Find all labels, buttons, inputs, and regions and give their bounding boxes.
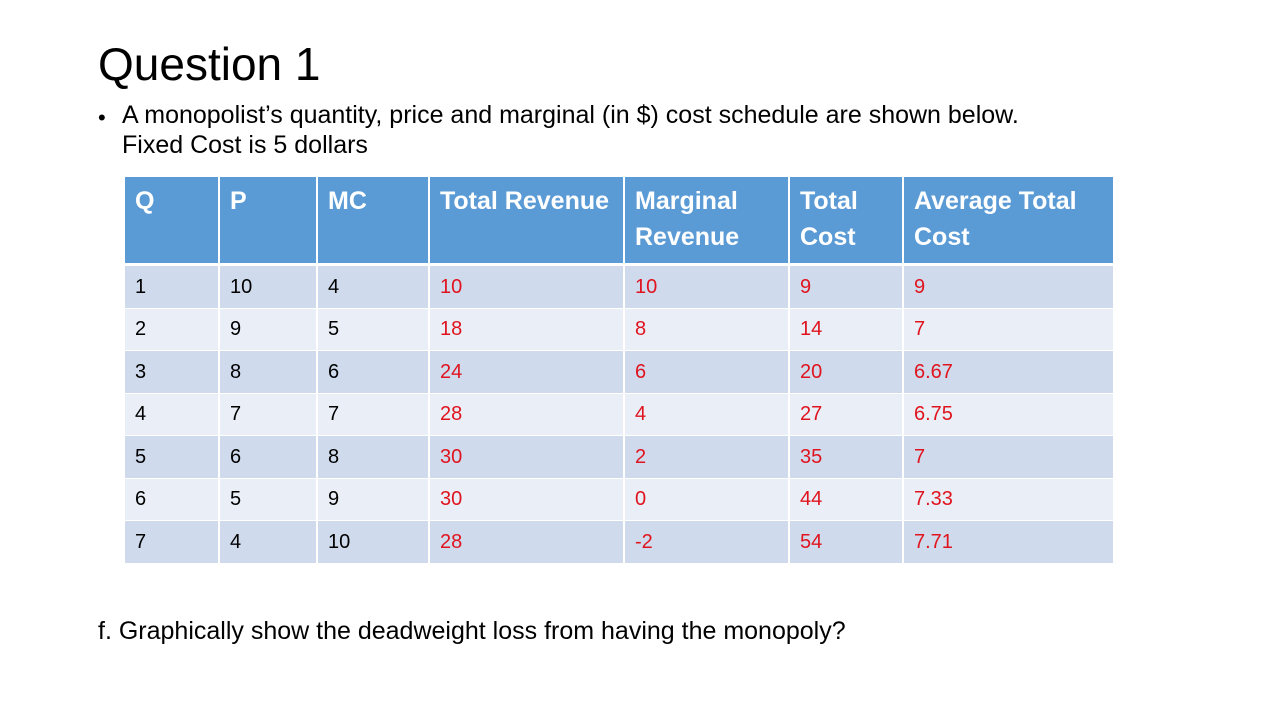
cell-total-cost: 35 [788,435,903,478]
cell-q: 3 [125,350,219,393]
question-f: f. Graphically show the deadweight loss … [98,617,846,645]
cell-average-total-cost: 7 [902,435,1113,478]
table-header-row: Q P MC Total Revenue Marginal Revenue To… [125,177,1113,266]
cell-p: 4 [218,520,317,563]
cell-p: 10 [218,264,317,308]
table-row: 1 10 4 10 10 9 9 [125,264,1113,308]
cell-mc: 5 [316,307,429,351]
cell-average-total-cost: 7.71 [902,520,1113,563]
cell-mc: 7 [316,392,429,436]
cell-q: 2 [125,307,219,351]
header-marginal-revenue: Marginal Revenue [623,177,789,266]
cell-total-cost: 44 [788,477,903,521]
table-row: 6 5 9 30 0 44 7.33 [125,477,1113,521]
cell-total-cost: 20 [788,350,903,393]
bullet-dot-icon: • [98,105,106,130]
header-q: Q [125,177,219,266]
cell-mc: 10 [316,520,429,563]
header-mc: MC [316,177,429,266]
header-total-cost: Total Cost [788,177,903,266]
bullet-line-1: A monopolist’s quantity, price and margi… [122,101,1019,129]
cell-p: 8 [218,350,317,393]
cell-p: 6 [218,435,317,478]
cell-average-total-cost: 7.33 [902,477,1113,521]
cell-total-revenue: 30 [428,435,624,478]
table-row: 7 4 10 28 -2 54 7.71 [125,520,1113,563]
header-average-total-cost: Average Total Cost [902,177,1113,266]
cell-average-total-cost: 6.67 [902,350,1113,393]
bullet-item: • A monopolist’s quantity, price and mar… [98,100,1198,160]
cell-q: 6 [125,477,219,521]
cell-total-cost: 54 [788,520,903,563]
cell-mc: 4 [316,264,429,308]
cell-mc: 9 [316,477,429,521]
cell-total-revenue: 28 [428,520,624,563]
cell-marginal-revenue: 4 [623,392,789,436]
cell-p: 5 [218,477,317,521]
cell-total-cost: 9 [788,264,903,308]
cell-total-revenue: 18 [428,307,624,351]
cell-average-total-cost: 7 [902,307,1113,351]
cell-mc: 6 [316,350,429,393]
cell-p: 7 [218,392,317,436]
cell-marginal-revenue: 8 [623,307,789,351]
header-p: P [218,177,317,266]
cell-total-revenue: 24 [428,350,624,393]
table-row: 2 9 5 18 8 14 7 [125,307,1113,351]
table-row: 5 6 8 30 2 35 7 [125,435,1113,478]
cell-q: 5 [125,435,219,478]
cell-marginal-revenue: 6 [623,350,789,393]
bullet-text: A monopolist’s quantity, price and margi… [122,100,1198,160]
cell-q: 1 [125,264,219,308]
header-total-revenue: Total Revenue [428,177,624,266]
bullet-line-2: Fixed Cost is 5 dollars [122,131,368,159]
cell-total-revenue: 30 [428,477,624,521]
cell-total-cost: 14 [788,307,903,351]
slide-title: Question 1 [98,38,321,90]
cost-schedule-table: Q P MC Total Revenue Marginal Revenue To… [125,177,1113,563]
cell-total-revenue: 28 [428,392,624,436]
cell-marginal-revenue: -2 [623,520,789,563]
cell-q: 4 [125,392,219,436]
cell-total-revenue: 10 [428,264,624,308]
cell-marginal-revenue: 0 [623,477,789,521]
cell-total-cost: 27 [788,392,903,436]
cell-average-total-cost: 9 [902,264,1113,308]
cell-average-total-cost: 6.75 [902,392,1113,436]
cell-mc: 8 [316,435,429,478]
table-row: 3 8 6 24 6 20 6.67 [125,350,1113,393]
cell-marginal-revenue: 10 [623,264,789,308]
table-row: 4 7 7 28 4 27 6.75 [125,392,1113,436]
cell-marginal-revenue: 2 [623,435,789,478]
cell-p: 9 [218,307,317,351]
cell-q: 7 [125,520,219,563]
